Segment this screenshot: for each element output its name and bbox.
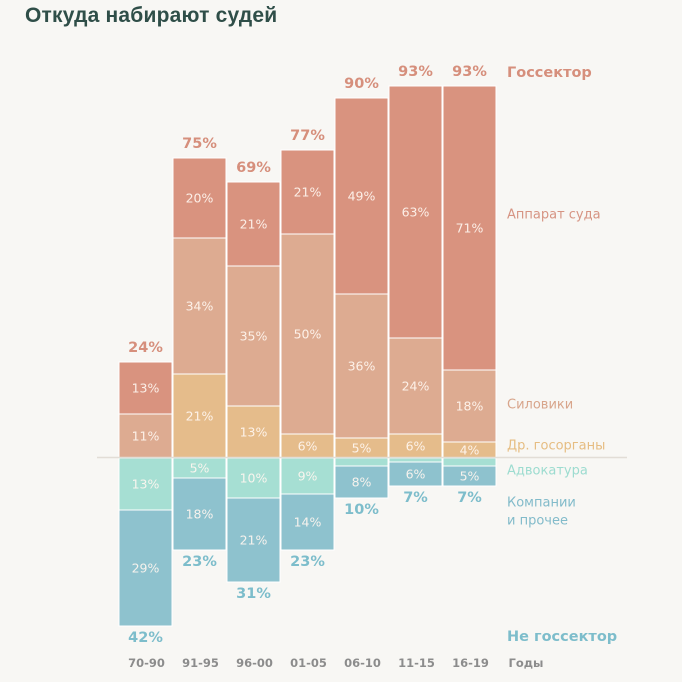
legend-group-gov: Госсектор [507,65,592,81]
nongov-total-label: 31% [236,586,271,602]
nongov-total-label: 10% [344,502,379,518]
segment-value-label: 36% [348,359,376,374]
segment-value-label: 29% [132,561,160,576]
segment-value-label: 24% [402,379,430,394]
segment-value-label: 9% [298,469,318,484]
bar-segment [442,369,497,443]
segment-value-label: 14% [294,515,322,530]
segment-value-label: 13% [132,477,160,492]
segment-value-label: 5% [190,461,210,476]
segment-value-label: 4% [460,443,480,458]
bar-segment [388,457,443,463]
gov-total-label: 93% [398,64,433,80]
nongov-total-label: 7% [457,490,482,506]
bar-segment [280,493,335,551]
bar-segment [442,465,497,487]
gov-total-label: 90% [344,76,379,92]
segment-value-label: 35% [240,329,268,344]
legend-item-siloviki: Силовики [507,398,573,413]
segment-value-label: 71% [456,221,484,236]
gov-total-label: 75% [182,136,217,152]
x-tick-label: 11-15 [398,656,435,670]
nongov-total-label: 7% [403,490,428,506]
bar-segment [388,337,443,435]
x-tick-label: 70-90 [128,656,165,670]
x-tick-label: 06-10 [344,656,381,670]
bar-segment [118,509,173,627]
gov-total-label: 69% [236,160,271,176]
bar-segment [226,265,281,407]
bar-segment [280,233,335,435]
segment-value-label: 11% [132,429,160,444]
gov-total-label: 93% [452,64,487,80]
bar-segment [172,477,227,551]
bar-segment [226,181,281,267]
bar-segment [334,293,389,439]
legend-item-companies: Компании [507,496,576,511]
bar-segment [442,85,497,371]
segment-value-label: 13% [240,425,268,440]
nongov-total-label: 42% [128,630,163,646]
x-tick-labels: 70-90 91-95 96-00 01-05 06-10 11-15 16-19 [128,656,489,670]
segment-value-label: 50% [294,327,322,342]
bar-segment [334,465,389,499]
bar-segment [118,413,173,459]
nongov-total-label: 23% [290,554,325,570]
legend-item-advokatura: Адвокатура [507,464,588,479]
segment-value-label: 10% [240,471,268,486]
segment-value-label: 63% [402,205,430,220]
bar-segment [334,457,389,467]
segment-value-label: 18% [186,507,214,522]
legend: Госсектор Аппарат суда Силовики Др. госо… [507,65,617,670]
legend-item-other-gov: Др. госорганы [507,439,605,454]
bar-segment [172,237,227,375]
chart-title: Откуда набирают судей [25,4,278,27]
gov-total-label: 77% [290,128,325,144]
segment-value-label: 5% [460,469,480,484]
legend-group-nongov: Не госсектор [507,629,617,645]
x-axis-label: Годы [509,656,544,670]
segment-value-label: 34% [186,299,214,314]
segment-value-label: 8% [352,475,372,490]
bar-segment [388,85,443,339]
segment-value-label: 20% [186,191,214,206]
bar-segment [280,457,335,495]
bars-group [118,85,497,627]
nongov-total-label: 23% [182,554,217,570]
legend-item-companies-line2: и прочее [507,514,568,529]
segment-value-label: 6% [298,439,318,454]
x-tick-label: 01-05 [290,656,327,670]
bar-segment [118,361,173,415]
segment-value-label: 6% [406,439,426,454]
bar-segment [226,497,281,583]
x-tick-label: 16-19 [452,656,489,670]
legend-item-apparat-suda: Аппарат суда [507,208,601,223]
bar-segment [226,405,281,459]
gov-total-label: 24% [128,340,163,356]
segment-value-label: 6% [406,467,426,482]
bar-segment [172,157,227,239]
segment-value-label: 21% [240,217,268,232]
bar-segment [280,149,335,235]
segment-value-label: 18% [456,399,484,414]
bar-segment [388,461,443,487]
bar-segment [334,97,389,295]
bar-segment [118,457,173,511]
segment-value-label: 13% [132,381,160,396]
x-tick-label: 96-00 [236,656,273,670]
segment-value-label: 21% [186,409,214,424]
segment-value-label: 49% [348,189,376,204]
segment-value-label: 21% [240,533,268,548]
labels-group: 11% 13% 24% 13% 29% 42% 21% 34% 20% 75% 5% 18% 23% 13… [128,64,487,646]
bar-segment [442,457,497,467]
x-tick-label: 91-95 [182,656,219,670]
segment-value-label: 21% [294,185,322,200]
segment-value-label: 5% [352,441,372,456]
